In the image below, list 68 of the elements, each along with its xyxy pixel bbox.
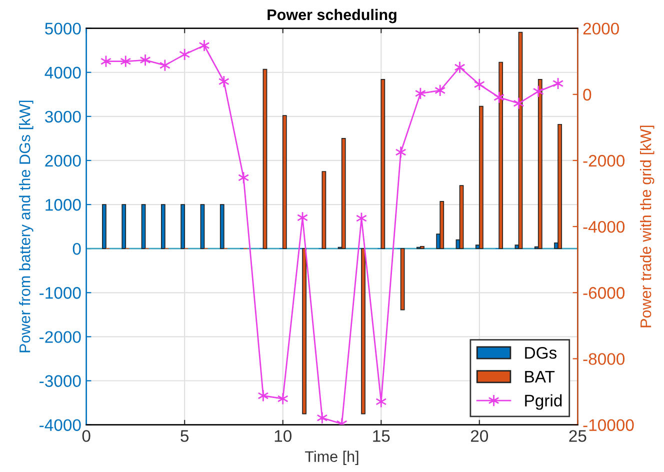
point (159, 59, 170, 72)
bar (200, 204, 205, 250)
bar (160, 204, 166, 250)
y-tick-label: -3000 (40, 375, 81, 387)
x-tick-label: 5 (180, 430, 189, 442)
bar (440, 201, 444, 250)
bar (141, 204, 146, 250)
point (179, 48, 190, 61)
y-tick-label: -2000 (40, 331, 81, 343)
y-tick-label: 3000 (45, 110, 81, 123)
bar (420, 246, 424, 250)
point (513, 97, 524, 110)
y-tick-label: 1000 (46, 198, 81, 211)
bar (262, 68, 268, 250)
x-tick-label: 10 (274, 430, 292, 442)
bar (538, 79, 542, 250)
bar (220, 204, 224, 250)
point (316, 412, 328, 424)
y-tick-label: -1000 (40, 287, 81, 299)
x-axis-title: Time [h] (305, 450, 358, 465)
legend-label: BAT (525, 371, 555, 382)
point (258, 389, 269, 402)
chart-title: Power scheduling (268, 8, 396, 24)
y-tick-label: 0 (72, 242, 81, 255)
y2-tick-label: 2000 (583, 22, 619, 35)
y-tick-label: 5000 (45, 22, 81, 35)
bar (302, 248, 306, 414)
bar (322, 171, 326, 250)
legend-label: Pgrid (525, 394, 562, 410)
x-tick-label: 15 (373, 430, 390, 442)
y2-tick-label: -6000 (583, 287, 625, 299)
y2-tick-label: -10000 (583, 419, 634, 432)
point (454, 61, 466, 74)
point (140, 54, 151, 66)
y2-tick-label: -2000 (583, 154, 625, 167)
bar (122, 204, 126, 250)
y2-axis-title: Power trade with the grid [kW] (640, 126, 654, 328)
point (474, 78, 485, 91)
bar (400, 248, 405, 310)
y-tick-label: 2000 (45, 154, 81, 167)
point (120, 55, 132, 68)
bar (361, 248, 366, 414)
point (434, 84, 446, 97)
y2-tick-label: 0 (583, 88, 592, 101)
point (395, 146, 406, 158)
point (494, 91, 505, 104)
point (532, 85, 544, 98)
point (198, 39, 210, 52)
bar (498, 62, 504, 250)
y-axis-title: Power from battery and the DGs [kW] (19, 100, 34, 352)
bar (180, 204, 186, 250)
y2-tick-label: -8000 (583, 353, 625, 365)
bar (558, 124, 562, 250)
y-tick-label: -4000 (40, 419, 81, 432)
bar (380, 79, 386, 250)
x-tick-label: 25 (569, 430, 586, 442)
y-tick-label: 4000 (44, 66, 81, 79)
bar (102, 204, 106, 250)
y2-tick-label: -4000 (583, 220, 625, 233)
bar (478, 106, 484, 250)
x-tick-label: 0 (82, 430, 90, 442)
bar (459, 185, 464, 250)
point (277, 392, 288, 405)
bar (282, 115, 287, 250)
point (218, 75, 230, 88)
x-tick-label: 20 (470, 430, 488, 442)
legend-label: DGs (525, 346, 557, 359)
bar (341, 138, 346, 250)
